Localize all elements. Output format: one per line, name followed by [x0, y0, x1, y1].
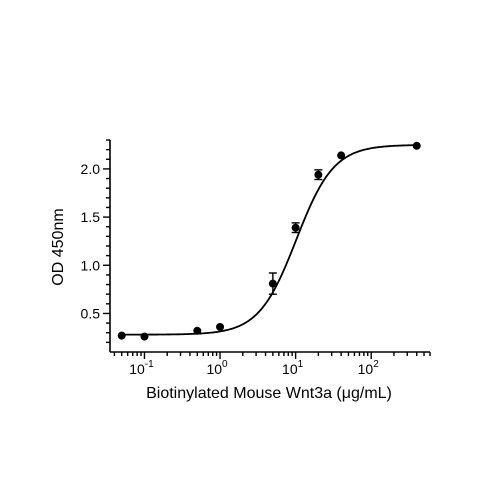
axes: 0.51.01.52.010-1 100 101 102	[81, 139, 431, 377]
data-point	[140, 332, 149, 341]
data-point	[314, 170, 323, 179]
data-point	[291, 223, 300, 232]
y-tick-label: 0.5	[81, 305, 101, 321]
y-tick-label: 2.0	[81, 161, 101, 177]
y-tick-label: 1.5	[81, 209, 101, 225]
x-tick-exponent: -1	[145, 359, 154, 370]
fit-curve	[121, 144, 417, 336]
data-point	[337, 151, 346, 160]
data-point	[412, 141, 421, 150]
x-tick-label: 101	[282, 359, 304, 377]
x-tick-exponent: 1	[298, 359, 304, 370]
x-tick-exponent: 2	[373, 359, 379, 370]
x-tick-base: 10	[358, 361, 374, 377]
x-tick-base: 10	[206, 361, 222, 377]
y-tick-label: 1.0	[81, 257, 101, 273]
chart-marks	[117, 141, 421, 341]
x-tick-label: 10-1	[129, 359, 154, 377]
x-tick-label: 100	[206, 359, 228, 377]
x-tick-label: 102	[358, 359, 380, 377]
data-point	[216, 322, 225, 331]
data-point	[117, 331, 126, 340]
data-point	[268, 279, 277, 288]
x-tick-base: 10	[129, 361, 145, 377]
x-tick-exponent: 0	[222, 359, 228, 370]
y-axis-label: OD 450nm	[50, 208, 67, 285]
x-axis-label: Biotinylated Mouse Wnt3a (μg/mL)	[146, 385, 392, 402]
data-point	[193, 326, 202, 335]
x-tick-base: 10	[282, 361, 298, 377]
